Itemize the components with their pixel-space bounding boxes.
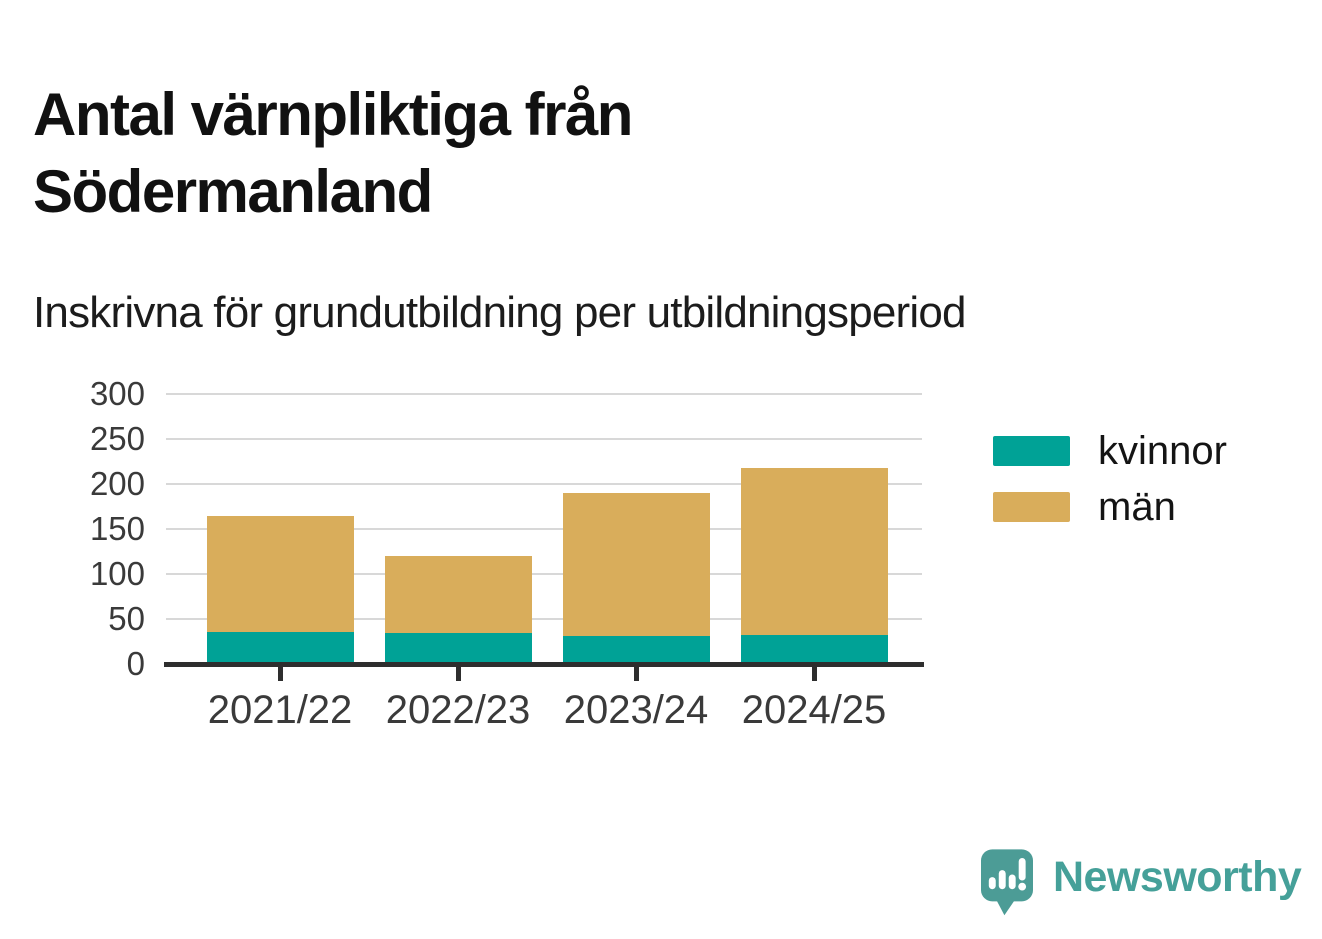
legend-item-män: män bbox=[993, 485, 1227, 529]
newsworthy-logo: Newsworthy bbox=[981, 849, 1302, 919]
x-axis-tick-label: 2021/22 bbox=[207, 688, 353, 732]
y-axis-tick-label: 0 bbox=[126, 645, 145, 682]
x-axis-line bbox=[164, 662, 924, 667]
x-axis-tick bbox=[634, 667, 639, 681]
x-axis-tick bbox=[812, 667, 817, 681]
gridline bbox=[166, 528, 922, 530]
bar-segment-kvinnor bbox=[562, 636, 710, 664]
y-axis-tick-label: 250 bbox=[89, 420, 145, 457]
legend-label-kvinnor: kvinnor bbox=[1098, 429, 1227, 473]
bar-segment-män bbox=[384, 556, 532, 633]
gridline bbox=[166, 438, 922, 440]
bar-segment-kvinnor bbox=[384, 632, 532, 664]
chart-title: Antal värnpliktiga från Södermanland bbox=[33, 81, 633, 226]
bar-segment-män bbox=[206, 516, 354, 632]
chart-legend: kvinnor män bbox=[993, 429, 1227, 548]
gridline bbox=[166, 618, 922, 620]
legend-label-män: män bbox=[1098, 485, 1176, 529]
legend-item-kvinnor: kvinnor bbox=[993, 429, 1227, 473]
y-axis-tick-label: 200 bbox=[89, 465, 145, 502]
y-axis-tick-label: 150 bbox=[89, 510, 145, 547]
x-axis-tick-label: 2023/24 bbox=[563, 688, 709, 732]
x-axis-tick bbox=[456, 667, 461, 681]
x-axis-tick-label: 2022/23 bbox=[385, 688, 531, 732]
newsworthy-logo-icon bbox=[981, 849, 1033, 916]
chart-subtitle: Inskrivna för grundutbildning per utbild… bbox=[33, 288, 967, 337]
gridline bbox=[166, 483, 922, 485]
gridline bbox=[166, 573, 922, 575]
legend-swatch-kvinnor bbox=[993, 436, 1070, 466]
gridline bbox=[166, 393, 922, 395]
y-axis-tick-label: 50 bbox=[108, 600, 145, 637]
bar-segment-kvinnor bbox=[740, 635, 888, 664]
y-axis-tick-label: 300 bbox=[89, 375, 145, 412]
y-axis-tick-label: 100 bbox=[89, 555, 145, 592]
legend-swatch-män bbox=[993, 492, 1070, 522]
x-axis-tick-label: 2024/25 bbox=[741, 688, 887, 732]
bar-segment-män bbox=[740, 467, 888, 636]
bar-segment-män bbox=[562, 493, 710, 637]
x-axis-tick bbox=[278, 667, 283, 681]
newsworthy-wordmark: Newsworthy bbox=[1053, 853, 1302, 901]
bar-segment-kvinnor bbox=[206, 631, 354, 664]
